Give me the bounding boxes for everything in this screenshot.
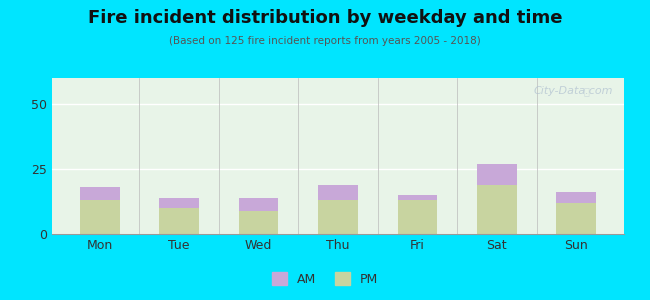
Bar	[80, 200, 120, 234]
Bar	[159, 208, 199, 234]
Bar	[318, 200, 358, 234]
Bar	[239, 211, 278, 234]
Bar	[159, 198, 199, 208]
Text: City-Data.com: City-Data.com	[533, 86, 612, 96]
Bar	[477, 184, 517, 234]
Bar	[556, 203, 596, 234]
Legend: AM, PM: AM, PM	[267, 267, 383, 291]
Text: (Based on 125 fire incident reports from years 2005 - 2018): (Based on 125 fire incident reports from…	[169, 36, 481, 46]
Text: 🔍: 🔍	[584, 86, 590, 96]
Bar	[80, 187, 120, 200]
Bar	[556, 192, 596, 203]
Bar	[318, 184, 358, 200]
Bar	[477, 164, 517, 184]
Text: Fire incident distribution by weekday and time: Fire incident distribution by weekday an…	[88, 9, 562, 27]
Bar	[398, 195, 437, 200]
Bar	[398, 200, 437, 234]
Bar	[239, 198, 278, 211]
